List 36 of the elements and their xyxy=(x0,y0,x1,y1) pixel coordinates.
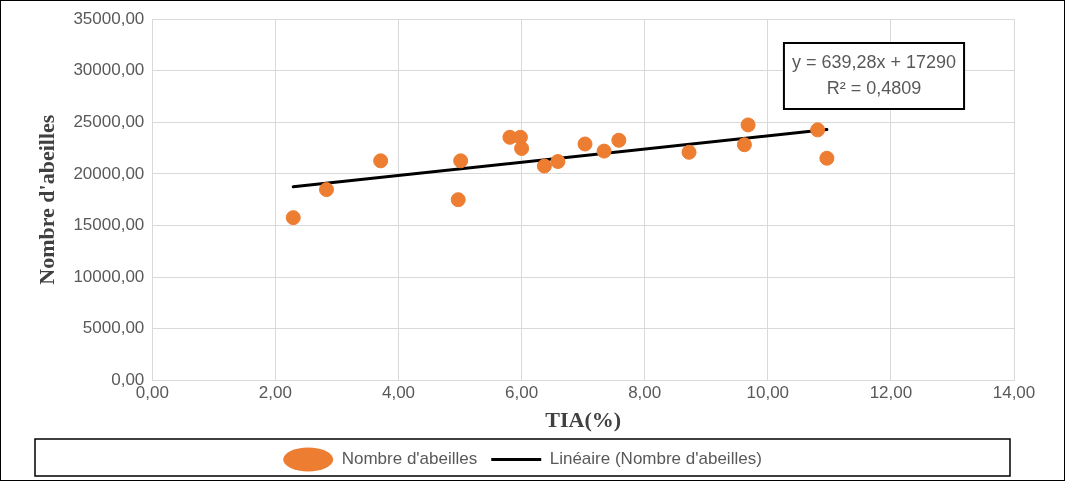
point xyxy=(577,136,593,152)
y-tick-label: 10000,00 xyxy=(73,266,145,286)
legend-label: Linéaire (Nombre d'abeilles) xyxy=(549,449,762,469)
y-tick-label: 15000,00 xyxy=(73,215,145,235)
x-tick-label: 12,00 xyxy=(869,383,913,403)
point xyxy=(810,122,826,138)
point xyxy=(819,150,835,166)
x-tick-label: 2,00 xyxy=(258,383,292,403)
y-tick-label: 35000,00 xyxy=(73,8,145,28)
point xyxy=(514,140,530,156)
point xyxy=(450,192,466,208)
x-tick-label: 4,00 xyxy=(381,383,416,403)
x-axis-title: TIA(%) xyxy=(545,407,622,433)
annotation: y = 639,28x + 17290 xyxy=(791,51,957,72)
x-tick-label: 14,00 xyxy=(992,383,1036,403)
point xyxy=(536,158,552,174)
legend-label: Nombre d'abeilles xyxy=(341,449,478,469)
point xyxy=(740,117,756,133)
annotation: R² = 0,4809 xyxy=(826,77,922,98)
point xyxy=(453,153,469,169)
y-tick-label: 30000,00 xyxy=(73,60,145,80)
point xyxy=(373,153,389,169)
y-tick-label: 20000,00 xyxy=(73,163,145,183)
x-tick-label: 10,00 xyxy=(746,383,790,403)
point xyxy=(611,132,627,148)
point xyxy=(681,144,697,160)
y-tick-label: 25000,00 xyxy=(73,112,145,132)
point xyxy=(550,154,566,170)
x-tick-label: 8,00 xyxy=(628,383,662,403)
point xyxy=(736,137,752,153)
point xyxy=(596,143,612,159)
y-tick-label: 5000,00 xyxy=(82,318,145,338)
x-tick-label: 6,00 xyxy=(505,383,539,403)
y-axis-title: Nombre d'abeilles xyxy=(33,114,59,285)
point xyxy=(285,210,301,226)
point xyxy=(318,182,334,198)
